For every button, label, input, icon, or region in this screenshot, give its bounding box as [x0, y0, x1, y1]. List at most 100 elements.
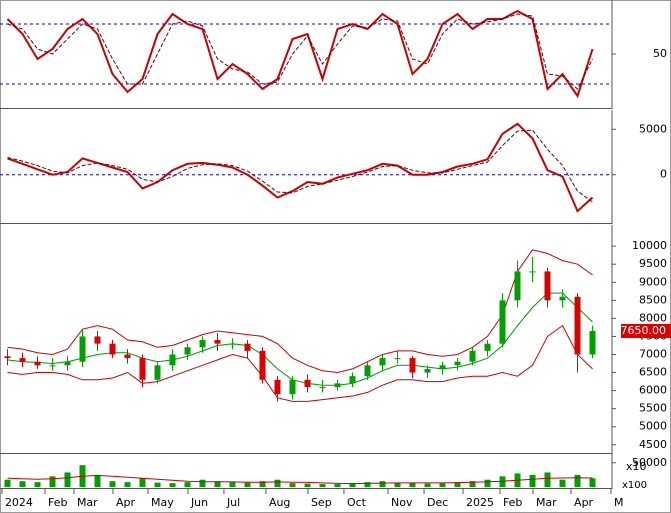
indicator-line [6, 9, 594, 99]
candle-body [19, 358, 26, 362]
candle-body [514, 271, 521, 301]
last-price-label: 7650.00 [621, 324, 667, 337]
x-tick-label: Dec [427, 496, 448, 509]
candle-body [94, 336, 101, 344]
unit-label: x10 [626, 460, 647, 473]
candle-body [79, 336, 86, 362]
volume-bar [529, 474, 536, 487]
candle-body [124, 354, 131, 359]
candle-body [544, 271, 551, 301]
volume-bar [424, 483, 431, 487]
candle-body [64, 361, 71, 366]
volume-bar [544, 472, 551, 487]
y-tick-label: 6000 [639, 384, 667, 397]
candle-body [169, 354, 176, 366]
x-tick-label: 2025 [466, 496, 494, 509]
y-tick-label: 0 [660, 168, 667, 181]
x-tick-label: Oct [347, 496, 367, 509]
x-tick-label: Feb [503, 496, 522, 509]
volume-bar [454, 482, 461, 487]
volume-bar [319, 484, 326, 487]
volume-bar [379, 481, 386, 487]
volume-bar [199, 479, 206, 487]
volume-bar [289, 483, 296, 487]
unit-label: x100 [622, 480, 647, 491]
candle-body [529, 271, 536, 273]
indicator-line [7, 13, 593, 90]
candle-body [559, 296, 566, 301]
y-tick-label: 4500 [639, 438, 667, 451]
volume-bar [574, 474, 581, 487]
y-tick-label: 8000 [639, 311, 667, 324]
y-tick-label: 9500 [639, 257, 667, 270]
indicator-line [7, 129, 593, 203]
y-tick-label: 5000 [639, 122, 667, 135]
volume-bar [484, 479, 491, 487]
volume-bar [139, 478, 146, 487]
volume-bar [229, 482, 236, 487]
y-tick-label: 6500 [639, 366, 667, 379]
x-tick-label: Feb [48, 496, 67, 509]
volume-bar [109, 481, 116, 487]
indicator-line [7, 122, 594, 213]
y-tick-label: 10000 [632, 239, 667, 252]
candle-body [274, 379, 281, 395]
x-tick-label: Mar [77, 496, 98, 509]
candle-body [49, 365, 56, 367]
indicator-line [7, 249, 593, 374]
volume-bar [184, 482, 191, 487]
candle-body [199, 340, 206, 348]
volume-bar [19, 481, 26, 487]
y-tick-label: 50000 [632, 456, 667, 469]
candle-body [34, 361, 41, 366]
volume-bar [124, 482, 131, 487]
candle-body [109, 343, 116, 355]
volume-bar [439, 483, 446, 487]
x-tick-label: Apr [574, 496, 594, 509]
last-price-box [621, 324, 671, 339]
candle-body [304, 379, 311, 387]
volume-bar [169, 483, 176, 487]
volume-bar [274, 479, 281, 487]
volume-bar [34, 482, 41, 487]
volume-bar [469, 481, 476, 487]
y-tick-label: 50 [653, 47, 667, 60]
x-tick-label: Sep [311, 496, 332, 509]
candle-body [244, 343, 251, 351]
candle-body [334, 383, 341, 387]
volume-bar [364, 482, 371, 487]
x-tick-label: Jul [226, 496, 240, 509]
candle-body [394, 358, 401, 360]
y-tick-label: 5000 [639, 420, 667, 433]
candle-body [574, 296, 581, 355]
volume-bar [394, 482, 401, 487]
x-tick-label: Nov [391, 496, 413, 509]
volume-bar [214, 481, 221, 487]
candle-body [259, 350, 266, 380]
volume-bar [4, 479, 11, 487]
candle-body [589, 331, 596, 355]
candle-body [499, 300, 506, 344]
y-tick-label: 5500 [639, 402, 667, 415]
x-tick-label: 2024 [5, 496, 33, 509]
indicator-line [7, 324, 593, 402]
candle-body [469, 350, 476, 362]
candle-body [484, 343, 491, 351]
candle-body [229, 343, 236, 345]
candle-body [154, 365, 161, 380]
candle-body [454, 361, 461, 366]
candle-body [349, 376, 356, 384]
x-tick-label: Jun [190, 496, 208, 509]
candle-body [364, 365, 371, 377]
volume-bar [559, 479, 566, 487]
y-tick-label: 7000 [639, 347, 667, 360]
volume-bar [49, 476, 56, 487]
y-tick-label: 9000 [639, 275, 667, 288]
volume-bar [409, 483, 416, 487]
volume-bar [94, 474, 101, 487]
volume-bar [244, 482, 251, 487]
volume-bar [334, 484, 341, 487]
candle-body [4, 356, 11, 359]
